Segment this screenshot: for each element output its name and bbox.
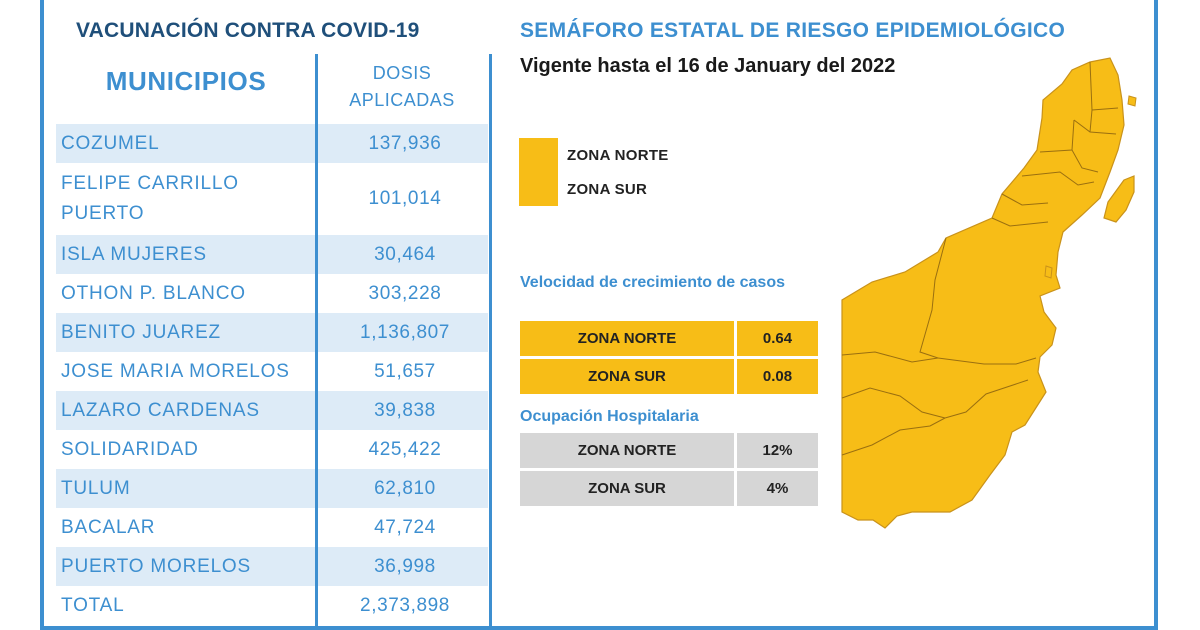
dosis-value: 62,810 (374, 477, 436, 499)
municipio-name: TULUM (61, 477, 131, 499)
hospital-value: 4% (737, 471, 818, 506)
municipio-name: LAZARO CARDENAS (61, 399, 260, 421)
municipio-name: SOLIDARIDAD (61, 438, 199, 460)
table-row: BACALAR 47,724 (56, 508, 488, 547)
column-divider (315, 54, 318, 630)
table-row-total: TOTAL 2,373,898 (56, 586, 488, 625)
municipio-name: BENITO JUAREZ (61, 321, 221, 343)
legend-label: ZONA NORTE (567, 146, 669, 164)
total-value: 2,373,898 (360, 594, 450, 616)
table-row: SOLIDARIDAD 425,422 (56, 430, 488, 469)
growth-value: 0.08 (737, 359, 818, 394)
municipio-name: ISLA MUJERES (61, 243, 207, 265)
growth-row: ZONA NORTE 0.64 (520, 321, 818, 356)
dosis-value: 303,228 (368, 282, 442, 304)
table-row: COZUMEL 137,936 (56, 124, 488, 163)
dosis-value: 39,838 (374, 399, 436, 421)
semaforo-title: SEMÁFORO ESTATAL DE RIESGO EPIDEMIOLÓGIC… (520, 19, 1066, 42)
dosis-header-line2: APLICADAS (349, 90, 455, 110)
zone-label: ZONA SUR (520, 471, 734, 506)
zone-label: ZONA SUR (520, 359, 734, 394)
legend-item-zona-norte: ZONA NORTE (519, 138, 669, 172)
dosis-value: 1,136,807 (360, 321, 450, 343)
hospital-row: ZONA NORTE 12% (520, 433, 818, 468)
dosis-value: 425,422 (368, 438, 442, 460)
municipal-borders (841, 61, 1119, 456)
hospital-title: Ocupación Hospitalaria (520, 408, 699, 425)
growth-title: Velocidad de crecimiento de casos (520, 274, 785, 291)
state-outline (841, 57, 1125, 529)
municipio-name: JOSE MARIA MORELOS (61, 360, 290, 382)
growth-row: ZONA SUR 0.08 (520, 359, 818, 394)
dosis-value: 30,464 (374, 243, 436, 265)
table-row: OTHON P. BLANCO 303,228 (56, 274, 488, 313)
cozumel-island (1103, 175, 1135, 223)
vaccination-table: COZUMEL 137,936 FELIPE CARRILLO PUERTO 1… (56, 124, 488, 625)
table-row: LAZARO CARDENAS 39,838 (56, 391, 488, 430)
municipio-name: OTHON P. BLANCO (61, 282, 246, 304)
legend-swatch (519, 138, 558, 172)
frame-right-border (1154, 0, 1158, 630)
table-row: PUERTO MORELOS 36,998 (56, 547, 488, 586)
islet (1127, 95, 1137, 107)
islet (1044, 265, 1053, 279)
zone-label: ZONA NORTE (520, 433, 734, 468)
growth-value: 0.64 (737, 321, 818, 356)
panel-divider (489, 54, 492, 630)
hospital-row: ZONA SUR 4% (520, 471, 818, 506)
frame-left-border (40, 0, 44, 630)
dosis-value: 36,998 (374, 555, 436, 577)
zone-label: ZONA NORTE (520, 321, 734, 356)
table-row: FELIPE CARRILLO PUERTO 101,014 (56, 163, 488, 235)
legend-item-zona-sur: ZONA SUR (519, 172, 647, 206)
legend-label: ZONA SUR (567, 180, 648, 198)
state-map (841, 57, 1137, 529)
hospital-table: ZONA NORTE 12% ZONA SUR 4% (520, 433, 818, 509)
frame-bottom-border (40, 626, 1158, 630)
growth-table: ZONA NORTE 0.64 ZONA SUR 0.08 (520, 321, 818, 397)
vigente-date: Vigente hasta el 16 de January del 2022 (520, 55, 896, 77)
table-row: TULUM 62,810 (56, 469, 488, 508)
municipio-name: PUERTO MORELOS (61, 555, 251, 577)
dosis-value: 51,657 (374, 360, 436, 382)
table-row: BENITO JUAREZ 1,136,807 (56, 313, 488, 352)
dosis-header: DOSIS APLICADAS (322, 60, 482, 114)
dosis-header-line1: DOSIS (372, 63, 432, 83)
vaccination-title: VACUNACIÓN CONTRA COVID-19 (76, 19, 420, 42)
total-label: TOTAL (61, 594, 125, 616)
dosis-value: 47,724 (374, 516, 436, 538)
dosis-value: 101,014 (368, 188, 442, 209)
municipios-header: MUNICIPIOS (105, 66, 267, 96)
dosis-value: 137,936 (368, 132, 442, 154)
table-row: ISLA MUJERES 30,464 (56, 235, 488, 274)
municipio-name: BACALAR (61, 516, 156, 538)
municipio-name: COZUMEL (61, 132, 160, 154)
legend-swatch (519, 172, 558, 206)
table-row: JOSE MARIA MORELOS 51,657 (56, 352, 488, 391)
municipio-name: FELIPE CARRILLO PUERTO (61, 173, 239, 224)
hospital-value: 12% (737, 433, 818, 468)
